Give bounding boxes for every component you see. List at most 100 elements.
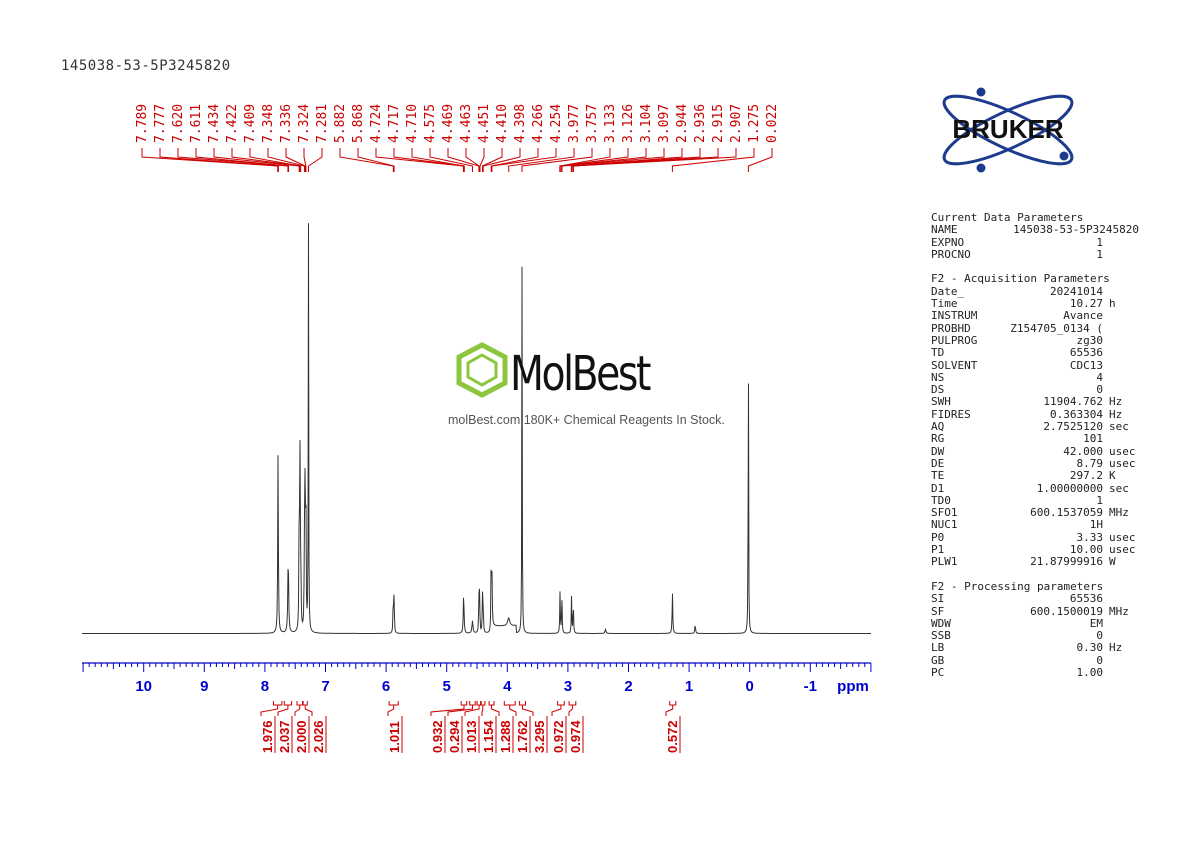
integral-value: 2.000 [294, 720, 309, 753]
axis-tick-label: 9 [200, 678, 208, 695]
param-key: SOLVENT [931, 358, 978, 372]
param-key: Date_ [931, 284, 965, 298]
param-value: Z154705_0134 ( [1010, 321, 1103, 335]
peak-label: 7.422 [225, 104, 240, 143]
integral-bracket [568, 701, 577, 706]
param-value: 0 [1096, 383, 1103, 397]
peak-connector [559, 148, 629, 172]
param-value: 101 [1083, 432, 1103, 446]
param-row: GB 0 [931, 653, 1139, 667]
peak-label: 2.936 [693, 104, 708, 143]
param-section-title: F2 - Processing parameters [931, 579, 1104, 593]
integral-bracket [488, 701, 495, 706]
param-row: DE 8.79 usec [931, 456, 1139, 470]
axis-tick-label: 10 [135, 678, 152, 695]
peak-label: 3.126 [621, 104, 636, 143]
param-value: 600.1537059 [1030, 506, 1103, 520]
param-row: PLW1 21.87999916 W [931, 555, 1139, 569]
param-key: NS [931, 370, 945, 384]
peak-connector [571, 148, 701, 172]
param-row: P1 10.00 usec [931, 543, 1139, 556]
integral-bracket [388, 701, 399, 706]
integral-bracket [272, 701, 283, 706]
param-key: DS [931, 383, 945, 397]
peak-connector [159, 148, 279, 172]
integral-connector [464, 705, 480, 716]
param-key: PLW1 [931, 555, 958, 569]
param-value: 11904.762 [1043, 395, 1103, 409]
param-row: LB 0.30 Hz [931, 641, 1139, 655]
param-key: WDW [931, 616, 951, 630]
peak-label: 7.789 [135, 104, 150, 143]
integral-connector [665, 705, 674, 716]
integral-value: 0.974 [568, 720, 583, 753]
peak-connector [490, 148, 539, 172]
param-value: 42.000 [1063, 444, 1103, 458]
peak-label: 1.275 [747, 104, 762, 143]
peak-label: 3.097 [657, 104, 672, 143]
param-row: DW 42.000 usec [931, 444, 1139, 458]
param-value: Avance [1063, 309, 1103, 323]
param-row: P0 3.33 usec [931, 531, 1139, 544]
param-row: DS 0 [931, 383, 1139, 397]
param-section-title: Current Data Parameters [931, 211, 1084, 224]
integral-bracket [460, 701, 468, 706]
param-value: zg30 [1076, 333, 1104, 347]
peak-label: 7.777 [153, 104, 168, 143]
param-key: NUC1 [931, 518, 958, 532]
param-row: WDW EM [931, 616, 1139, 630]
peak-connector [465, 148, 480, 172]
integral-value: 2.037 [277, 720, 292, 753]
param-value: 600.1500019 [1030, 604, 1103, 618]
param-value: 65536 [1069, 346, 1103, 360]
peak-connector [177, 148, 289, 172]
peak-label: 5.882 [333, 104, 348, 143]
integral-connector [568, 705, 573, 716]
peak-label: 4.451 [477, 104, 492, 143]
param-key: INSTRUM [931, 309, 978, 323]
peak-label: 7.434 [207, 104, 222, 143]
axis-tick-label: 4 [503, 678, 512, 695]
param-key: RG [931, 432, 945, 446]
peak-label: 7.611 [189, 104, 204, 143]
peak-label: 3.757 [585, 104, 600, 143]
peak-label: 7.336 [279, 104, 294, 143]
param-row: INSTRUM Avance [931, 309, 1139, 323]
peak-label: 0.022 [765, 104, 780, 143]
param-key: SFO1 [931, 506, 958, 520]
param-value: 1.00 [1076, 665, 1104, 679]
param-value: 0 [1096, 653, 1103, 667]
param-row: RG 101 [931, 432, 1139, 446]
param-key: NAME [931, 223, 958, 237]
peak-label: 4.469 [441, 104, 456, 143]
integral-value: 0.294 [447, 720, 462, 753]
axis-tick-label: 7 [321, 678, 329, 695]
param-key: TE [931, 469, 945, 483]
param-row: PROCNO 1 [931, 247, 1139, 261]
param-section-title: F2 - Acquisition Parameters [931, 272, 1110, 286]
param-value: 65536 [1069, 592, 1103, 606]
integral-connector [387, 705, 395, 716]
peak-label: 5.868 [351, 104, 366, 143]
integral-bracket [296, 701, 303, 706]
peak-label: 3.133 [603, 104, 618, 143]
integral-connector [304, 705, 313, 716]
axis-title: ppm [837, 678, 869, 695]
axis-tick-label: 6 [382, 678, 390, 695]
bruker-wordmark: BRUKER [952, 114, 1063, 144]
integral-bracket [503, 701, 516, 706]
sample-title: 145038-53-5P3245820 [61, 58, 231, 74]
peak-label: 2.907 [729, 104, 744, 143]
integral-group: 1.976 2.037 2.000 2.026 1.011 0.932 0.294 1.013… [260, 701, 681, 753]
param-unit: Hz [1109, 641, 1123, 655]
peak-connector [195, 148, 289, 172]
param-unit: K [1109, 469, 1116, 483]
peak-connector [357, 148, 395, 172]
param-value: 1 [1096, 247, 1103, 261]
param-unit: Hz [1109, 407, 1123, 421]
integral-connector [522, 705, 534, 716]
integral-value: 0.572 [665, 720, 680, 753]
param-key: FIDRES [931, 407, 971, 421]
param-value: 8.79 [1076, 456, 1104, 470]
param-unit: Hz [1109, 395, 1123, 409]
